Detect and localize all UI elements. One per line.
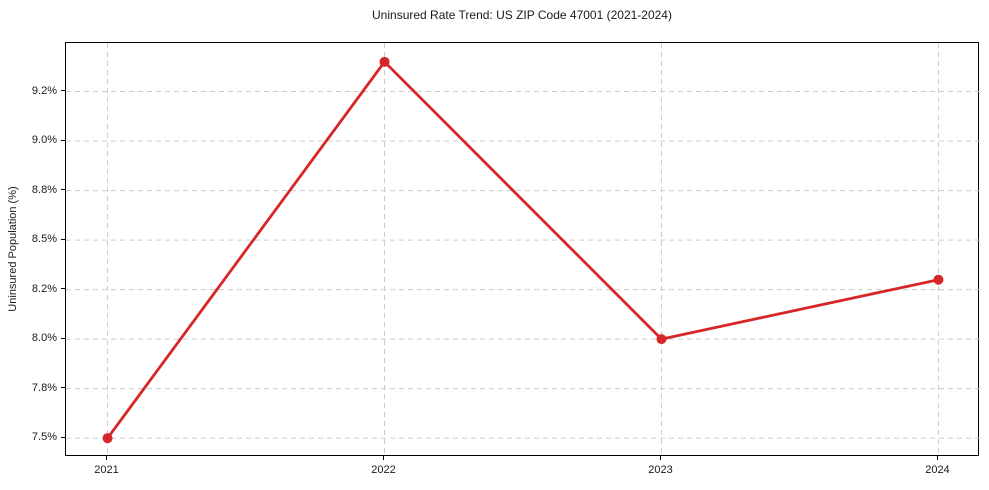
y-tick-label: 8.2% [31, 282, 57, 295]
plot-svg [66, 43, 980, 457]
data-point [656, 334, 667, 345]
data-line [106, 60, 940, 440]
x-tick-label: 2022 [371, 464, 396, 476]
y-tick-mark [61, 238, 65, 240]
x-tick-mark [659, 456, 661, 460]
y-tick-label: 8.0% [31, 332, 57, 345]
x-tick-mark [106, 456, 108, 460]
chart-title: Uninsured Rate Trend: US ZIP Code 47001 … [372, 8, 672, 22]
data-point [933, 274, 944, 285]
x-tick-label: 2021 [94, 464, 119, 476]
y-tick-mark [61, 436, 65, 438]
y-tick-label: 7.5% [31, 431, 57, 444]
x-tick-label: 2023 [648, 464, 673, 476]
y-tick-label: 9.0% [31, 134, 57, 147]
x-tick-mark [936, 456, 938, 460]
y-tick-mark [61, 288, 65, 290]
y-tick-mark [61, 189, 65, 191]
data-point [102, 433, 113, 444]
y-tick-mark [61, 139, 65, 141]
y-tick-label: 8.5% [31, 233, 57, 246]
plot-area [65, 42, 980, 457]
data-point [379, 56, 390, 67]
x-tick-label: 2024 [925, 464, 950, 476]
y-tick-mark [61, 387, 65, 389]
y-tick-label: 7.8% [31, 381, 57, 394]
y-tick-mark [61, 337, 65, 339]
y-tick-label: 8.8% [31, 183, 57, 196]
x-tick-mark [383, 456, 384, 460]
y-tick-label: 9.2% [31, 84, 57, 97]
y-tick-mark [61, 90, 65, 92]
